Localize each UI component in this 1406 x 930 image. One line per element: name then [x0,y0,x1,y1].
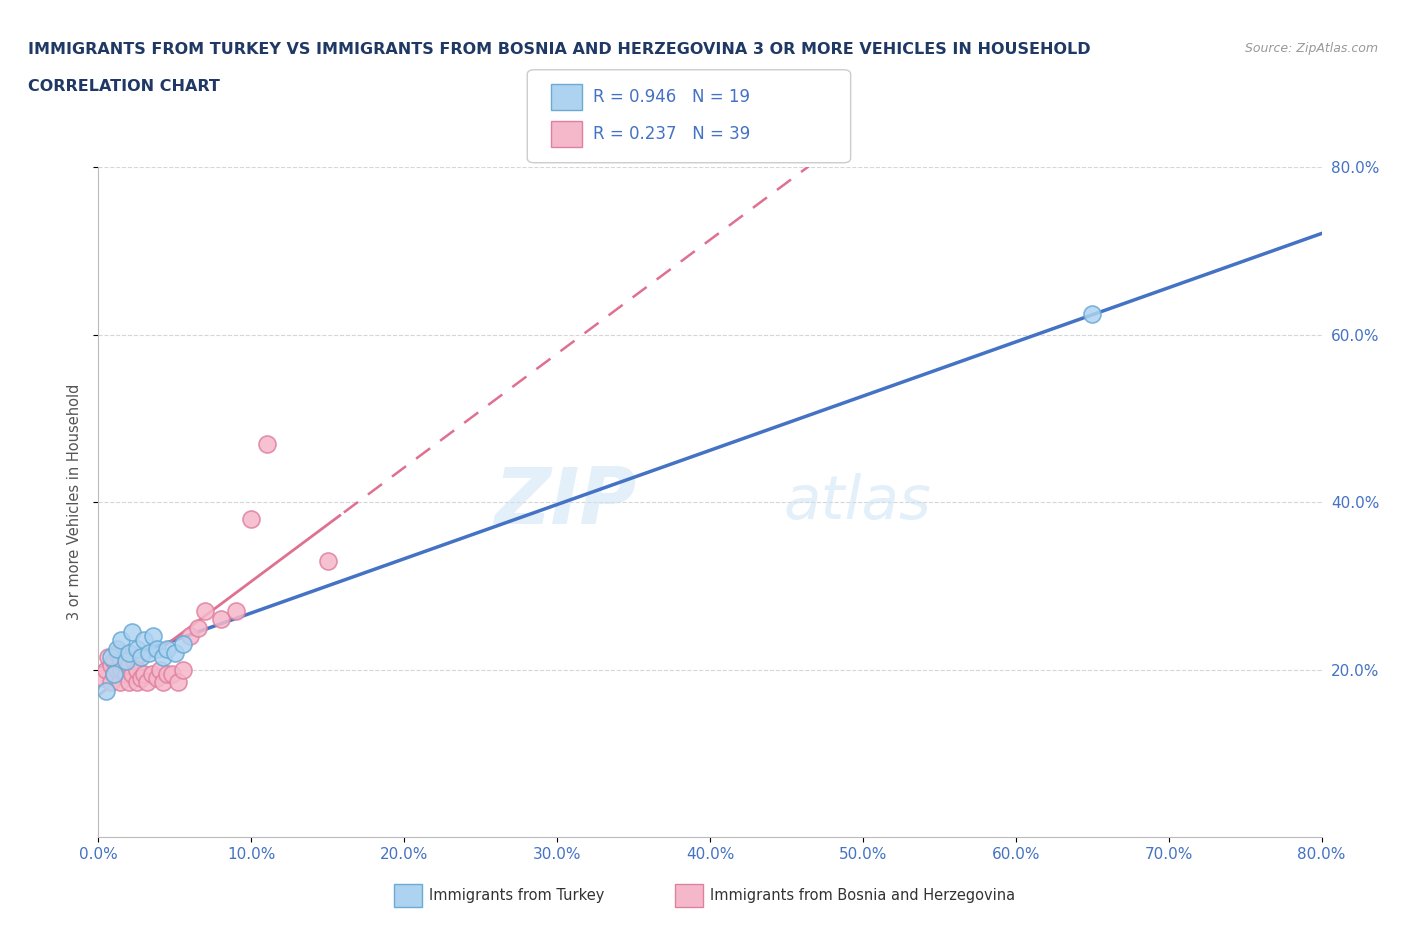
Text: ZIP: ZIP [495,464,637,540]
Point [129,650,152,665]
Point [118,675,141,690]
Point [225,604,247,618]
Point [110,662,132,677]
Point [100,650,122,665]
Point [122,654,145,669]
Point [103,666,125,681]
Text: Immigrants from Turkey: Immigrants from Turkey [429,888,605,903]
Point [167,675,190,690]
Point [156,642,179,657]
Point [142,629,165,644]
Text: R = 0.237   N = 39: R = 0.237 N = 39 [593,125,751,143]
Point [125,662,148,677]
Point [121,666,143,681]
Point [152,675,174,690]
Text: R = 0.946   N = 19: R = 0.946 N = 19 [593,87,751,106]
Point [160,666,183,681]
Point [105,645,128,660]
Point [256,436,278,451]
Point [100,675,122,690]
Point [145,642,167,657]
Point [149,662,172,677]
Point [105,642,128,657]
Point [179,629,201,644]
Point [187,620,209,635]
Point [125,675,148,690]
Point [91,671,114,685]
Point [121,625,143,640]
Point [118,645,141,660]
Point [103,654,125,669]
Point [100,658,122,673]
Point [152,650,174,665]
Point [163,645,186,660]
Point [136,675,159,690]
Point [145,671,167,685]
Point [105,662,128,677]
Point [172,662,194,677]
Point [115,654,138,669]
Point [110,654,132,669]
Point [194,604,217,618]
Point [129,671,152,685]
Point [316,553,339,568]
Point [110,633,132,648]
Text: atlas: atlas [783,472,931,532]
Text: CORRELATION CHART: CORRELATION CHART [28,79,219,94]
Text: Immigrants from Bosnia and Herzegovina: Immigrants from Bosnia and Herzegovina [710,888,1015,903]
Y-axis label: 3 or more Vehicles in Household: 3 or more Vehicles in Household [67,384,83,620]
Point [1081,307,1104,322]
Point [94,683,117,698]
Point [118,658,141,673]
Point [138,645,160,660]
Point [141,666,163,681]
Point [103,666,125,681]
Point [115,666,138,681]
Text: Source: ZipAtlas.com: Source: ZipAtlas.com [1244,42,1378,55]
Point [108,675,131,690]
Point [94,662,117,677]
Point [134,633,156,648]
Point [209,612,232,627]
Point [134,666,156,681]
Text: IMMIGRANTS FROM TURKEY VS IMMIGRANTS FROM BOSNIA AND HERZEGOVINA 3 OR MORE VEHIC: IMMIGRANTS FROM TURKEY VS IMMIGRANTS FRO… [28,42,1091,57]
Point [172,637,194,652]
Point [115,650,138,665]
Point [156,666,179,681]
Point [97,650,120,665]
Point [125,642,148,657]
Point [240,512,263,526]
